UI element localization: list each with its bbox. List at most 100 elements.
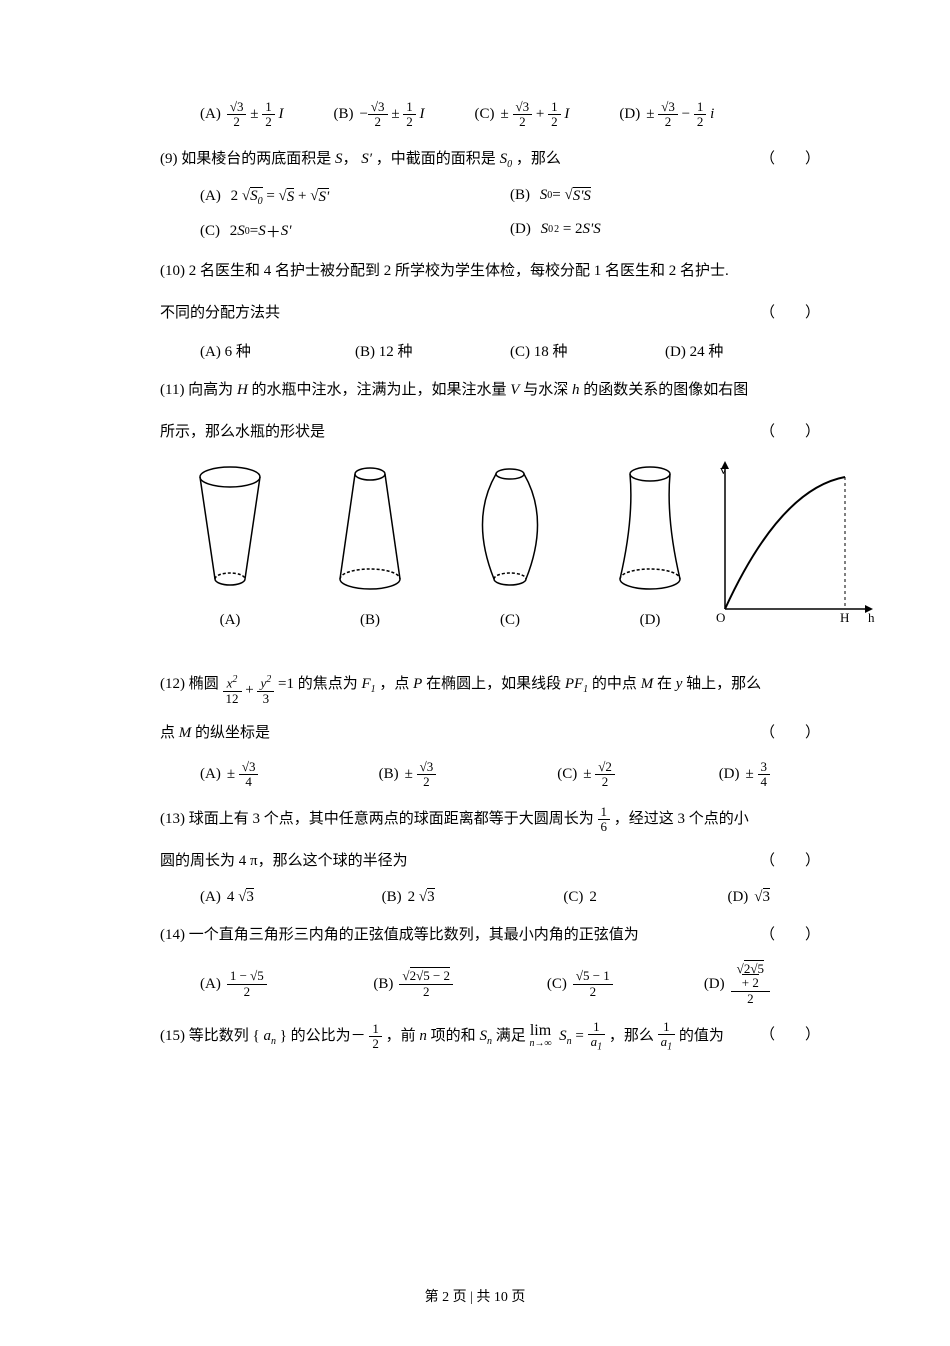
q9-optA-label: (A) xyxy=(200,188,221,204)
q12-P: P xyxy=(413,676,422,692)
q11-varH: H xyxy=(237,382,248,398)
q13-optA-label: (A) xyxy=(200,889,221,906)
q13-optC: (C) 2 xyxy=(563,889,677,906)
q9-optD-label: (D) xyxy=(510,221,531,237)
q12-F1: F1 xyxy=(361,676,375,692)
bottle-a: (A) xyxy=(180,459,280,629)
q15-n: n xyxy=(419,1028,427,1044)
q14-paren: （ ） xyxy=(760,920,820,950)
q15-t3: ，前 xyxy=(386,1028,420,1044)
graph-h-label: h xyxy=(868,610,875,625)
q13-optD: (D) √3 xyxy=(727,888,770,906)
q12-t8: 点 xyxy=(160,725,179,741)
q9-optB-expr: S0= √S'S xyxy=(540,187,591,205)
q13-t2: ，经过这 3 个点的小 xyxy=(614,811,749,827)
q14-optA: (A) 1 − √52 xyxy=(200,969,323,999)
q8-optB: (B) −√32 ± 12 I xyxy=(333,100,424,130)
q8-optA-expr: √32 ± 12 I xyxy=(227,100,284,130)
q12-optB: (B) ± √32 xyxy=(379,760,508,790)
q12-PF1: PF1 xyxy=(565,676,588,692)
q11-t1d: 的函数关系的图像如右图 xyxy=(583,382,748,398)
q11-t1b: 的水瓶中注水，注满为止，如果注水量 xyxy=(252,382,511,398)
q12-t3: ，点 xyxy=(379,676,413,692)
q12-y: y xyxy=(676,676,683,692)
graph-o-label: O xyxy=(716,610,725,625)
q13-optB-label: (B) xyxy=(382,889,402,906)
q11-varh: h xyxy=(572,382,580,398)
q12-paren: （ ） xyxy=(760,718,820,748)
q10-paren: （ ） xyxy=(760,298,820,328)
q9-row2: (C) 2S0=S＋S' (D) S02 = 2S'S xyxy=(160,221,820,242)
q12-optA: (A) ± √34 xyxy=(200,760,329,790)
q9-optB-label: (B) xyxy=(510,187,530,203)
q13-line1: (13) 球面上有 3 个点，其中任意两点的球面距离都等于大圆周长为 16 ，经… xyxy=(160,804,820,834)
q8-optD-expr: ± √32 − 12 i xyxy=(646,100,714,130)
q8-optA-label: (A) xyxy=(200,106,221,123)
q15-stem: (15) 等比数列 { an } 的公比为－ 12 ，前 n 项的和 Sn 满足… xyxy=(160,1020,820,1053)
bottle-c-svg xyxy=(460,459,560,599)
q12-t4: 在椭圆上，如果线段 xyxy=(426,676,565,692)
q8-optC: (C) ± √32 + 12 I xyxy=(475,100,570,130)
q10-text2: 不同的分配方法共 xyxy=(160,298,740,328)
q14-text: (14) 一个直角三角形三内角的正弦值成等比数列，其最小内角的正弦值为 xyxy=(160,920,740,950)
q9-var-S: S xyxy=(335,151,343,167)
q13-t1: (13) 球面上有 3 个点，其中任意两点的球面距离都等于大圆周长为 xyxy=(160,811,598,827)
q10-optA: (A) 6 种 xyxy=(200,340,305,361)
q11-line1: (11) 向高为 H 的水瓶中注水，注满为止，如果注水量 V 与水深 h 的函数… xyxy=(160,375,820,405)
q9-row1: (A) 2 √S0 = √S + √S' (B) S0= √S'S xyxy=(160,187,820,207)
q12-M2: M xyxy=(179,725,192,741)
q12-optD: (D) ± 34 xyxy=(719,760,770,790)
q12-M: M xyxy=(641,676,654,692)
q10-options: (A) 6 种 (B) 12 种 (C) 18 种 (D) 24 种 xyxy=(160,340,820,361)
q14-options: (A) 1 − √52 (B) √2√5 − 22 (C) √5 − 12 (D… xyxy=(160,962,820,1006)
q12-optA-label: (A) xyxy=(200,766,221,783)
q12-optC-label: (C) xyxy=(557,766,577,783)
q8-optA: (A) √32 ± 12 I xyxy=(200,100,283,130)
q8-optD-label: (D) xyxy=(619,106,640,123)
q13-optC-label: (C) xyxy=(563,889,583,906)
q13-optD-label: (D) xyxy=(727,889,748,906)
q10-line1: (10) 2 名医生和 4 名护士被分配到 2 所学校为学生体检，每校分配 1 … xyxy=(160,256,820,286)
q12-optB-label: (B) xyxy=(379,766,399,783)
bottle-c: (C) xyxy=(460,459,560,629)
q12-t1: (12) 椭圆 xyxy=(160,676,223,692)
q12-line1: (12) 椭圆 x212 + y23 =1 的焦点为 F1 ，点 P 在椭圆上，… xyxy=(160,669,820,707)
q12-line2: 点 M 的纵坐标是 （ ） xyxy=(160,718,820,748)
q12-t7: 轴上，那么 xyxy=(686,676,761,692)
q14-optD-label: (D) xyxy=(704,976,725,993)
q8-optC-expr: ± √32 + 12 I xyxy=(501,100,570,130)
page-footer: 第 2 页 | 共 10 页 xyxy=(0,1286,950,1306)
q10-line2: 不同的分配方法共 （ ） xyxy=(160,298,820,328)
bottle-b-svg xyxy=(320,459,420,599)
q12-optC: (C) ± √22 xyxy=(557,760,668,790)
q14-optB-label: (B) xyxy=(373,976,393,993)
q12-t6: 在 xyxy=(657,676,676,692)
bottle-c-label: (C) xyxy=(460,612,560,629)
q9-optD-expr: S02 = 2S'S xyxy=(541,221,601,238)
graph-H-label: H xyxy=(840,610,849,625)
q8-optB-label: (B) xyxy=(333,106,353,123)
q15-an: an xyxy=(263,1028,276,1044)
q11-paren: （ ） xyxy=(760,417,820,447)
bottle-b-label: (B) xyxy=(320,612,420,629)
q9-text2: ，中截面的面积是 xyxy=(376,151,500,167)
q8-optD: (D) ± √32 − 12 i xyxy=(619,100,714,130)
q15-t1: (15) 等比数列 { xyxy=(160,1028,260,1044)
bottle-d-svg xyxy=(600,459,700,599)
bottle-b: (B) xyxy=(320,459,420,629)
q12-optD-label: (D) xyxy=(719,766,740,783)
q15-t4: 项的和 xyxy=(431,1028,480,1044)
bottles-section: (A) (B) (C) (D) xyxy=(180,459,820,649)
q13-optC-text: 2 xyxy=(589,889,597,906)
q9-text1: (9) 如果棱台的两底面积是 xyxy=(160,151,335,167)
q12-t2: =1 的焦点为 xyxy=(278,676,361,692)
q14-optA-label: (A) xyxy=(200,976,221,993)
q10-optC: (C) 18 种 xyxy=(510,340,615,361)
q13-line2: 圆的周长为 4 π，那么这个球的半径为 （ ） xyxy=(160,846,820,876)
q13-optB: (B) 2 √3 xyxy=(382,888,514,906)
q10-optB: (B) 12 种 xyxy=(355,340,460,361)
q15-t8: 的值为 xyxy=(679,1028,724,1044)
q12-t5: 的中点 xyxy=(592,676,641,692)
q8-optC-label: (C) xyxy=(475,106,495,123)
bottle-d: (D) xyxy=(600,459,700,629)
